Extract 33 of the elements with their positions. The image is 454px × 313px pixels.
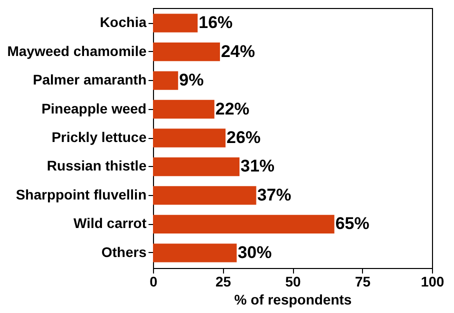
bar [153,244,237,262]
bar [153,42,220,62]
x-tick-label: 100 [420,274,444,290]
bar [153,214,334,234]
bar [153,157,240,176]
y-tick-label: Palmer amaranth [32,72,146,88]
x-tick-label: 0 [150,274,158,290]
y-tick-label: Wild carrot [74,215,147,232]
data-label: 37% [257,185,292,204]
bar [153,71,178,90]
x-tick-label: 75 [354,274,371,290]
y-tick-label: Russian thistle [46,158,147,174]
data-label: 24% [220,42,255,61]
data-label: 31% [240,156,275,176]
y-tick-label: Kochia [100,14,147,30]
data-label: 9% [179,70,204,90]
y-tick-label: Pineapple weed [41,100,146,116]
data-label: 30% [238,242,272,262]
data-label: 16% [198,13,233,32]
x-tick-label: 25 [215,274,232,290]
bar [153,186,256,205]
y-tick-label: Sharppoint fluvellin [16,186,146,202]
data-label: 65% [335,214,370,234]
data-label: 22% [215,99,250,118]
data-label: 26% [226,128,261,147]
bar [153,128,226,148]
bar [153,100,214,119]
y-tick-label: Mayweed chamomile [7,42,147,59]
x-tick-label: 50 [285,274,301,290]
bar [153,14,198,32]
x-axis-title: % of respondents [234,292,352,308]
y-tick-label: Prickly lettuce [52,129,147,145]
y-tick-label: Others [101,244,147,260]
